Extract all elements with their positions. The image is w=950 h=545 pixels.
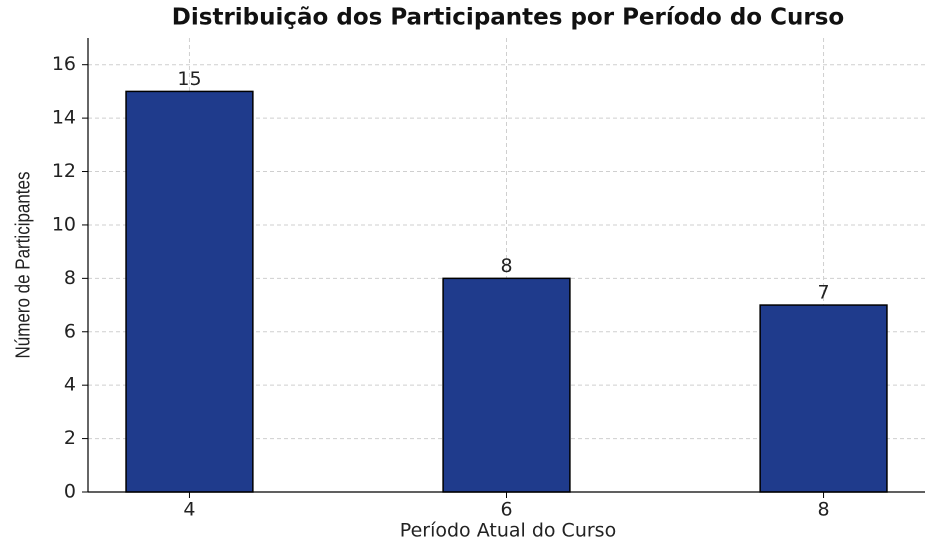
data-label: 8 [500,255,512,277]
y-tick-label: 10 [52,213,76,235]
y-tick-label: 14 [52,107,76,129]
y-axis-label: Número de Participantes [11,172,34,359]
bar [760,305,887,492]
y-tick-label: 2 [64,427,76,449]
x-tick-label: 8 [817,499,829,521]
chart: Distribuição dos Participantes por Perío… [0,0,950,545]
data-label: 15 [177,68,201,90]
x-tick-label: 6 [500,499,512,521]
y-tick-label: 12 [52,160,76,182]
bar [443,278,570,492]
x-axis-label: Período Atual do Curso [400,520,616,542]
y-tick-label: 0 [64,481,76,503]
data-label: 7 [817,282,829,304]
bar [126,91,253,492]
y-tick-label: 16 [52,53,76,75]
chart-title: Distribuição dos Participantes por Perío… [172,5,844,31]
y-tick-label: 8 [64,267,76,289]
x-tick-label: 4 [183,499,195,521]
y-tick-label: 4 [64,374,76,396]
y-tick-label: 6 [64,320,76,342]
